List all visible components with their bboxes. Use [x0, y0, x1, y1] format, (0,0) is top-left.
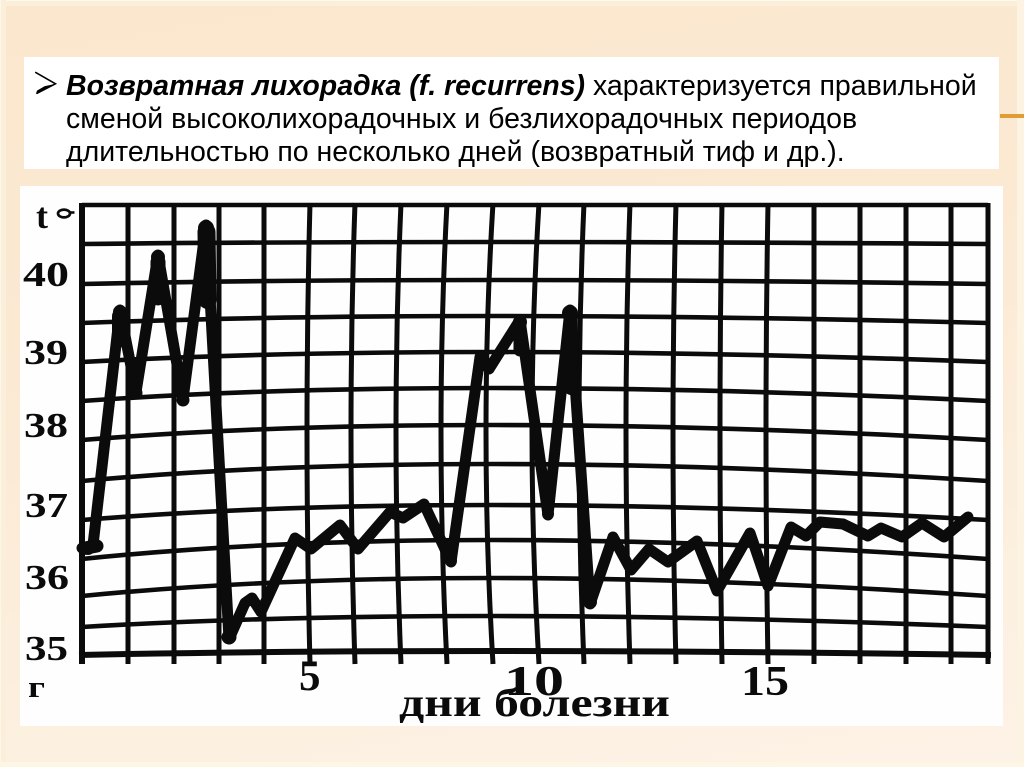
svg-text:г: г [28, 669, 45, 704]
svg-text:5: 5 [299, 653, 321, 700]
svg-text:дни болезни: дни болезни [399, 680, 670, 725]
svg-text:36: 36 [25, 558, 69, 597]
svg-text:38: 38 [24, 406, 68, 445]
svg-text:15: 15 [741, 659, 789, 705]
svg-text:t: t [36, 196, 48, 236]
svg-text:39: 39 [24, 333, 68, 372]
svg-text:37: 37 [25, 486, 68, 525]
svg-text:40: 40 [23, 255, 69, 294]
svg-text:35: 35 [25, 629, 68, 668]
svg-text:10: 10 [504, 659, 564, 705]
